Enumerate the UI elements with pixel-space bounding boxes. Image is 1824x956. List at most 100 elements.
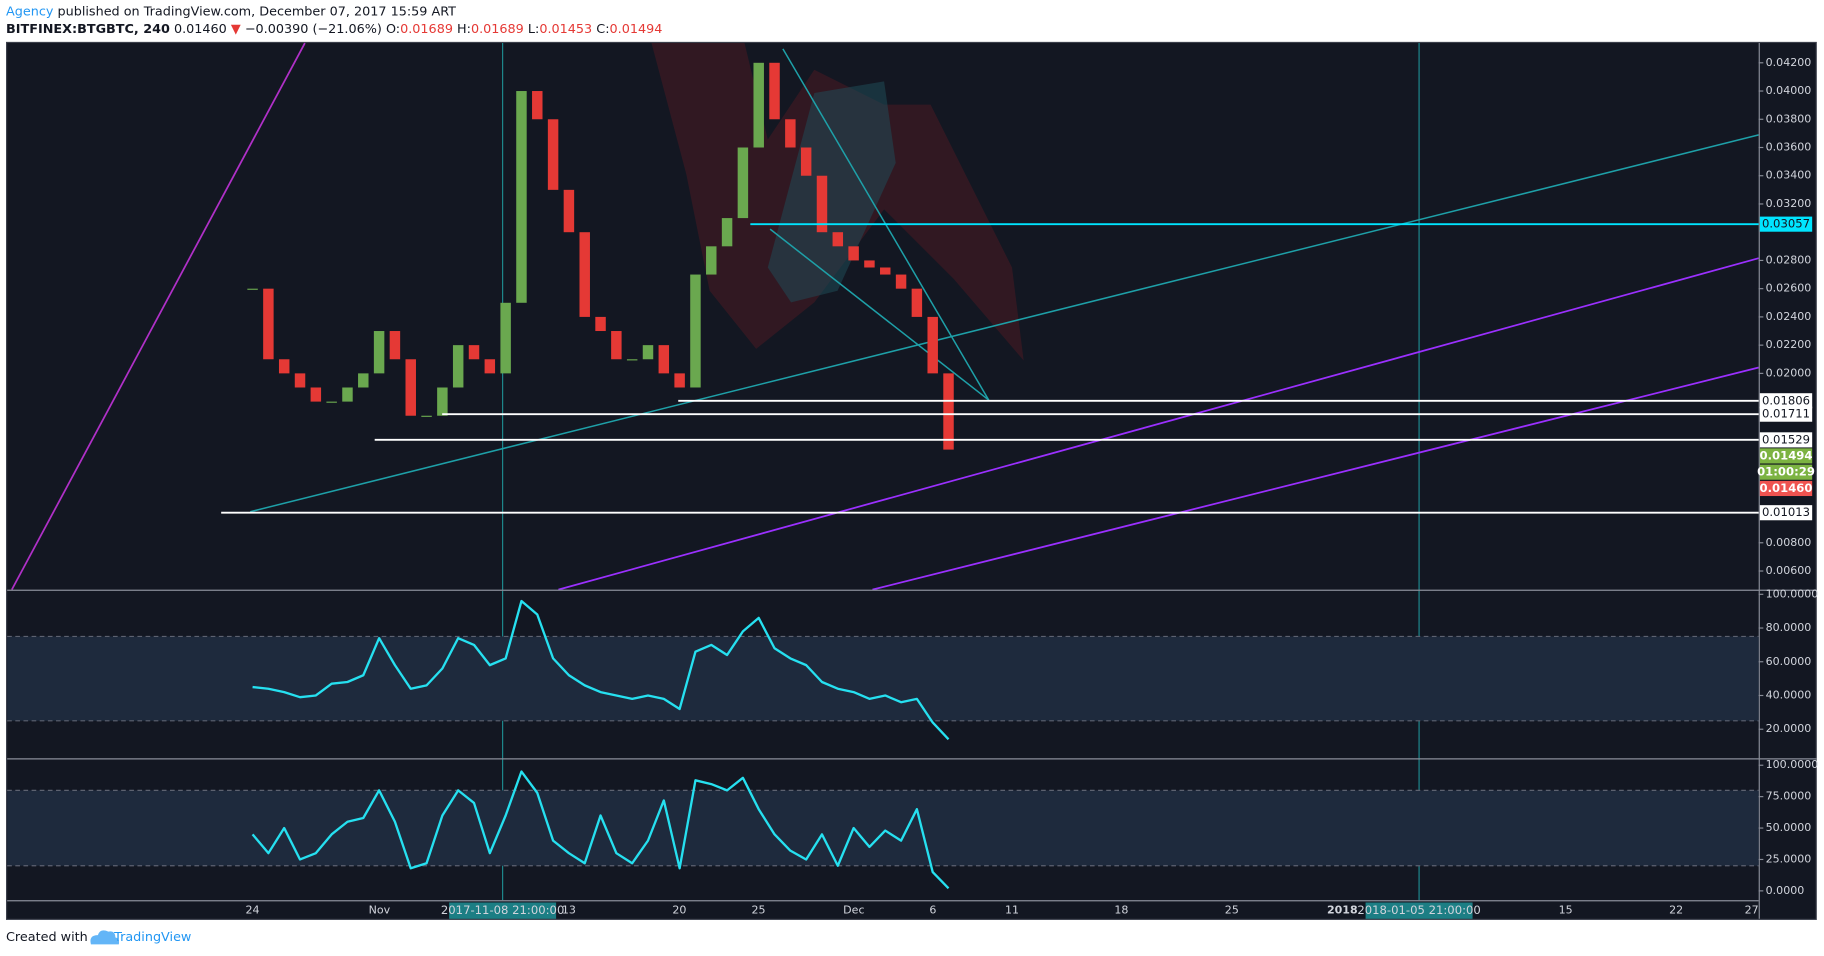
- change: −0.00390 (−21.06%): [245, 22, 382, 37]
- candle: [247, 288, 258, 290]
- y-tick-label: 0.02400: [1766, 310, 1812, 323]
- ohlc-key: C:: [596, 22, 609, 37]
- y-tick-label: 60.0000: [1766, 655, 1812, 668]
- candle: [563, 189, 575, 233]
- candle: [864, 260, 875, 268]
- x-tick-label: 2018: [1327, 904, 1358, 917]
- y-tick-label: 0.03400: [1766, 169, 1812, 182]
- y-tick-label: 0.03800: [1766, 112, 1812, 125]
- candle: [658, 345, 670, 374]
- ohlc-key: H:: [457, 22, 471, 37]
- last-price-label: 01:00:29: [1757, 465, 1815, 479]
- candle: [895, 274, 907, 289]
- ohlc-value: 0.01494: [610, 22, 663, 37]
- candle: [373, 331, 385, 374]
- time-marker-label: 2018-01-05 21:00:00: [1357, 903, 1480, 917]
- x-tick-label: 27: [1745, 904, 1759, 917]
- y-tick-label: 50.0000: [1766, 821, 1812, 834]
- x-tick-label: 25: [1225, 904, 1239, 917]
- x-tick-label: 6: [929, 904, 936, 917]
- ohlc-key: O:: [386, 22, 400, 37]
- y-tick-label: 0.0000: [1766, 884, 1805, 897]
- last-price-tag: [1759, 464, 1813, 480]
- symbol: BITFINEX:BTGBTC, 240: [6, 22, 170, 37]
- candle: [721, 218, 733, 247]
- candle: [674, 373, 685, 388]
- y-tick-label: 25.0000: [1766, 852, 1812, 865]
- price-tag: [1759, 393, 1813, 409]
- candle: [263, 288, 274, 360]
- brand-link[interactable]: TradingView: [113, 930, 191, 945]
- candle: [927, 316, 938, 374]
- candle: [832, 232, 844, 247]
- trend-line: [558, 257, 1759, 591]
- candle: [468, 345, 480, 360]
- x-tick-label: 20: [672, 904, 686, 917]
- x-tick-label: 25: [751, 904, 765, 917]
- y-tick-label: 0.02600: [1766, 282, 1812, 295]
- x-tick-label: 18: [1114, 904, 1128, 917]
- last-price-label: 0.01494: [1760, 448, 1813, 462]
- y-tick-label: 0.03600: [1766, 140, 1812, 153]
- published: published on TradingView.com, December 0…: [58, 4, 457, 19]
- author[interactable]: Agency: [6, 4, 54, 19]
- y-tick-label: 20.0000: [1766, 722, 1812, 735]
- drawings: [7, 42, 1817, 919]
- price-tag: [1759, 216, 1813, 232]
- candle: [294, 373, 306, 388]
- candle: [816, 175, 828, 233]
- candle: [626, 359, 638, 361]
- candle: [437, 387, 448, 416]
- y-tick-label: 100.0000: [1766, 587, 1819, 600]
- x-tick-label: 13: [562, 904, 576, 917]
- x-tick-label: 11: [1005, 904, 1019, 917]
- time-marker: [449, 902, 557, 919]
- x-tick-label: 22: [1669, 904, 1683, 917]
- candle: [326, 401, 337, 403]
- candle: [358, 373, 369, 388]
- candle: [484, 359, 496, 374]
- footer-text: Created with: [6, 930, 88, 945]
- y-tick-label: 0.00800: [1766, 536, 1812, 549]
- candle: [342, 387, 353, 402]
- logo: [90, 930, 120, 945]
- candle: [690, 274, 701, 388]
- time-marker: [1365, 902, 1473, 919]
- candle: [500, 302, 511, 374]
- candle: [611, 331, 622, 360]
- candle: [706, 246, 717, 275]
- price-tag-label: 0.01013: [1762, 505, 1810, 519]
- trend-line: [11, 42, 306, 591]
- price-tag: [1759, 406, 1813, 422]
- trend-line: [769, 228, 990, 401]
- candle: [310, 387, 322, 402]
- candle: [737, 147, 749, 219]
- change-arrow: ▼: [231, 22, 241, 37]
- candle: [642, 345, 654, 360]
- candle: [532, 91, 543, 120]
- candle: [848, 246, 859, 261]
- candle: [943, 373, 954, 450]
- trend-line: [250, 134, 1759, 513]
- candle: [579, 232, 590, 317]
- cloud: [767, 81, 896, 303]
- candle: [880, 267, 891, 275]
- candle: [389, 331, 401, 360]
- candle: [595, 316, 606, 332]
- candle: [800, 147, 812, 176]
- trend-line: [872, 366, 1759, 591]
- ohlc-value: 0.01689: [471, 22, 524, 37]
- publish-line: Agency published on TradingView.com, Dec…: [6, 4, 456, 19]
- y-tick-label: 0.03200: [1766, 197, 1812, 210]
- ohlc-value: 0.01689: [400, 22, 453, 37]
- y-tick-label: 0.04200: [1766, 56, 1812, 69]
- band: [7, 790, 1759, 866]
- y-tick-label: 80.0000: [1766, 621, 1812, 634]
- indicator-line: [251, 770, 950, 890]
- candle: [405, 359, 416, 416]
- last-price: 0.01460: [174, 22, 227, 37]
- last-price-tag: [1759, 448, 1813, 464]
- price-tag: [1759, 432, 1813, 448]
- candle: [421, 415, 432, 417]
